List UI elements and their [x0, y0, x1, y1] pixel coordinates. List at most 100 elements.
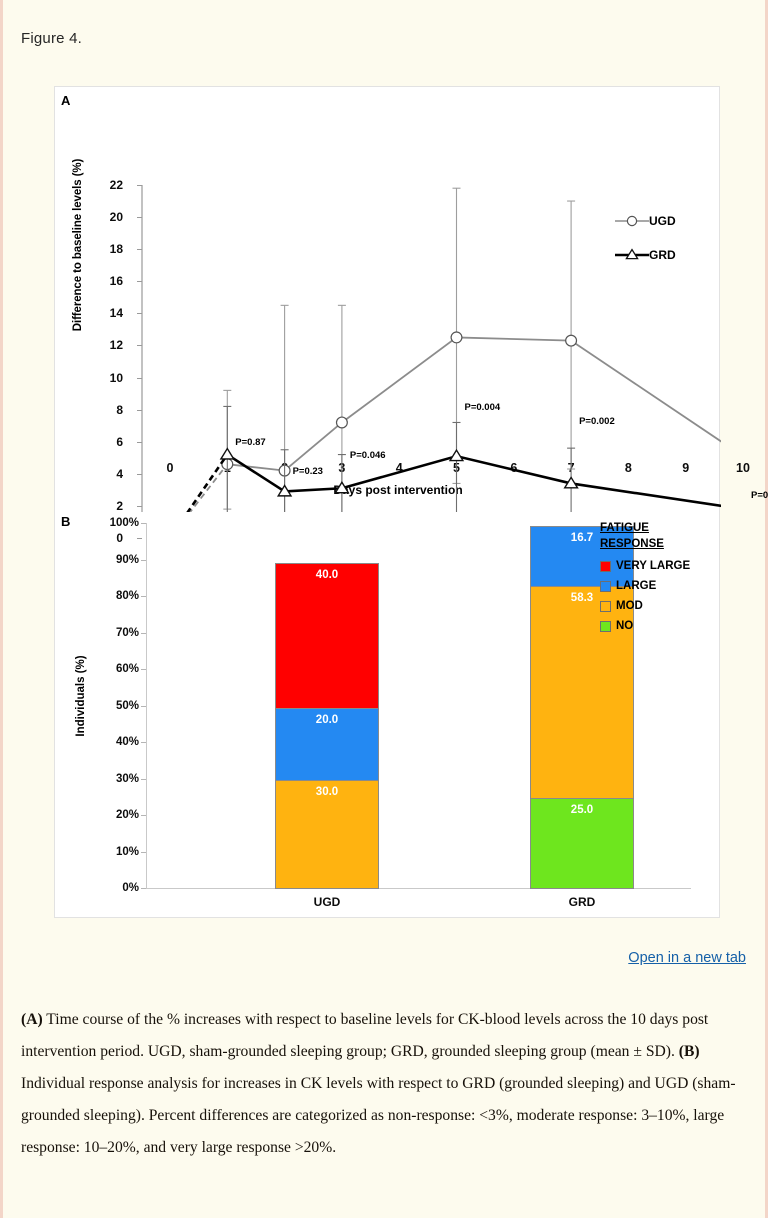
panel-a-y-tick: 8 — [116, 402, 123, 417]
panel-a-y-tick: 14 — [109, 306, 123, 321]
legend-swatch-icon — [600, 620, 611, 632]
caption-b-tag: (B) — [678, 1043, 700, 1060]
panel-a-y-tickmark — [137, 473, 142, 475]
panel-b-y-axis-title: Individuals (%) — [75, 655, 87, 737]
panel-b-segment-very-large: 40.0 — [275, 562, 379, 709]
panel-a-y-tickmark — [137, 217, 142, 219]
caption-a-tag: (A) — [21, 1011, 43, 1028]
panel-b-legend-item-no: NO — [600, 620, 720, 632]
panel-b-segment-no: 25.0 — [530, 797, 634, 889]
panel-b-bar-grd[interactable]: 16.7 58.3 25.0 — [530, 526, 634, 889]
panel-b-segment-mod: 58.3 — [530, 585, 634, 799]
panel-b-category-ugd: UGD — [313, 895, 341, 909]
panel-a-dashed-segment — [186, 453, 229, 512]
panel-b-category-grd: GRD — [568, 895, 596, 909]
panel-b-segment-value: 20.0 — [315, 713, 339, 726]
figure-caption: (A) Time course of the % increases with … — [21, 1004, 747, 1164]
panel-b-y-tickmark — [141, 778, 146, 780]
panel-a-y-tick: 6 — [116, 434, 123, 449]
panel-a-letter: A — [61, 93, 71, 108]
panel-a-dashed-segment — [189, 463, 229, 512]
panel-a-line-chart: A Difference to baseline levels (%) Days… — [55, 87, 768, 545]
panel-a-series-line-grd — [226, 453, 721, 508]
panel-a-error-bar — [452, 421, 461, 512]
panel-b-y-tick: 0% — [122, 882, 139, 894]
panel-a-y-tick: 18 — [109, 242, 123, 257]
legend-swatch-icon — [600, 560, 611, 572]
panel-a-pvalue: P=0.23 — [292, 466, 323, 478]
panel-a-y-tick: 20 — [109, 210, 123, 225]
panel-b-y-tickmark — [141, 851, 146, 853]
figure-image-card: A Difference to baseline levels (%) Days… — [54, 86, 768, 919]
circle-marker-icon — [615, 215, 649, 227]
legend-swatch-icon — [600, 580, 611, 592]
panel-b-legend-item-very-large: VERY LARGE — [600, 560, 720, 572]
panel-a-y-tickmark — [137, 185, 142, 186]
panel-a-y-tickmark — [137, 441, 142, 443]
figure-number-label: Figure 4. — [21, 30, 82, 47]
panel-a-marker-circle — [335, 416, 348, 429]
panel-a-y-tickmark — [137, 505, 142, 507]
panel-a-marker-triangle — [563, 476, 579, 489]
panel-a-y-tickmark — [137, 281, 142, 283]
panel-a-pvalue: P=0.046 — [349, 450, 386, 462]
legend-swatch-icon — [600, 600, 611, 612]
panel-b-y-tick: 80% — [115, 590, 139, 602]
panel-b-segment-mod: 30.0 — [275, 779, 379, 889]
panel-a-y-tick-labels: 0 2 4 6 8 10 12 14 16 18 20 22 — [83, 87, 123, 545]
panel-a-x-tick: 6 — [510, 461, 518, 475]
legend-title-line-1: FATIGUE — [600, 522, 649, 534]
panel-b-y-tick: 20% — [115, 809, 139, 821]
caption-a-text: Time course of the % increases with resp… — [21, 1011, 709, 1060]
panel-b-y-tickmark — [141, 815, 146, 816]
panel-a-y-tick: 22 — [109, 178, 123, 192]
panel-b-legend-title: FATIGUE RESPONSE — [600, 520, 720, 552]
panel-b-segment-large: 20.0 — [275, 707, 379, 781]
panel-a-marker-triangle — [276, 484, 293, 497]
panel-b-legend-item-mod: MOD — [600, 600, 720, 612]
panel-b-legend-item-large: LARGE — [600, 580, 720, 592]
panel-b-segment-value: 30.0 — [315, 785, 339, 798]
panel-b-y-tick: 30% — [115, 772, 139, 785]
panel-a-y-tickmark — [137, 377, 142, 379]
panel-b-y-tickmark — [141, 888, 146, 889]
panel-b-legend-label: MOD — [616, 600, 643, 612]
panel-a-y-tick: 16 — [109, 274, 123, 289]
panel-b-bar-ugd[interactable]: 40.0 20.0 30.0 — [275, 562, 379, 889]
panel-b-y-tickmark — [141, 596, 146, 597]
panel-b-segment-value: 25.0 — [570, 803, 594, 816]
panel-a-x-tick: 10 — [736, 461, 750, 475]
panel-b-segment-value: 40.0 — [315, 568, 339, 581]
panel-a-marker-triangle — [219, 447, 235, 460]
open-in-new-tab-link[interactable]: Open in a new tab — [628, 950, 746, 966]
panel-a-pvalue: P=0.022 — [751, 490, 768, 502]
panel-b-stacked-bar-chart: B Individuals (%) 0% 10% 20% 30% 40% 50% 60% 70… — [55, 512, 721, 919]
panel-a-legend-label: UGD — [649, 213, 676, 228]
panel-a-y-tickmark — [137, 409, 142, 411]
panel-a-plot-area — [141, 185, 721, 512]
panel-b-y-tick: 100% — [109, 517, 139, 529]
panel-a-y-tick: 10 — [109, 370, 123, 385]
panel-b-legend-label: NO — [616, 620, 634, 632]
panel-a-pvalue: P=0.004 — [464, 402, 501, 414]
panel-a-x-tick: 4 — [395, 461, 403, 475]
panel-a-error-bar — [280, 449, 289, 512]
legend-title-line-2: RESPONSE — [600, 538, 664, 550]
panel-a-y-tick: 4 — [116, 466, 123, 481]
panel-a-marker-circle — [565, 334, 578, 347]
panel-b-y-tickmark — [141, 523, 146, 524]
panel-a-pvalue: P=0.002 — [579, 416, 615, 428]
panel-a-y-tickmark — [137, 249, 142, 251]
panel-b-legend-rows: VERY LARGE LARGE MOD NO — [600, 560, 720, 632]
triangle-marker-icon — [615, 248, 649, 260]
panel-a-pvalue: P=0.87 — [235, 437, 266, 449]
panel-b-segment-value: 58.3 — [570, 591, 594, 604]
panel-b-y-tick: 40% — [115, 736, 139, 748]
panel-b-segment-value: 16.7 — [570, 532, 594, 545]
panel-a-y-tick: 0 — [116, 531, 123, 545]
panel-b-y-tick: 10% — [115, 845, 139, 858]
panel-b-y-tick: 60% — [115, 663, 139, 675]
panel-b-baseline — [146, 888, 691, 889]
caption-b-text: Individual response analysis for increas… — [21, 1075, 736, 1156]
